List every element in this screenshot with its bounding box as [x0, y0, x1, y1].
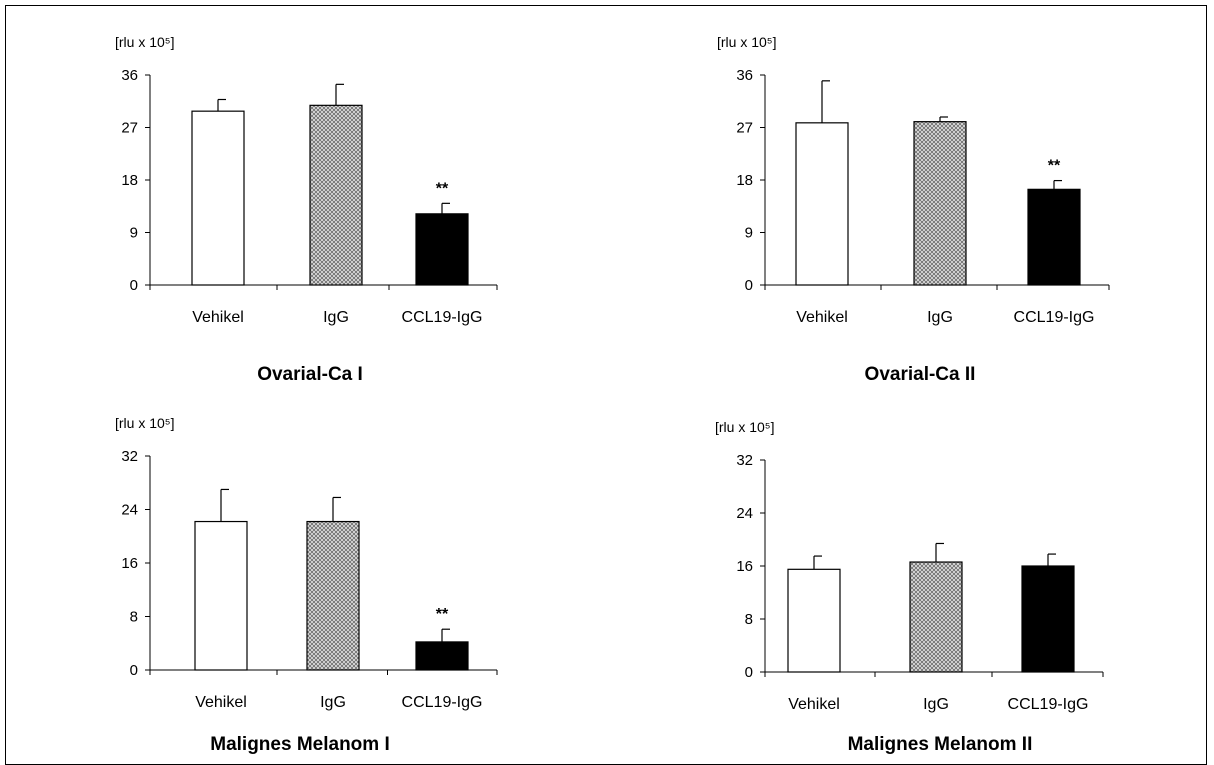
y-tick-label: 27	[736, 120, 753, 137]
bar-vehikel	[787, 568, 841, 673]
x-category-label: Vehikel	[195, 694, 247, 711]
bar-vehikel	[191, 110, 245, 286]
bar-ccl19-igg	[1027, 188, 1081, 286]
y-tick-label: 16	[121, 555, 138, 572]
bar-ccl19-igg	[415, 213, 469, 286]
chart-title: Ovarial-Ca II	[865, 364, 976, 385]
y-unit-label: [rlu x 10⁵]	[717, 34, 777, 50]
x-category-label: IgG	[927, 309, 953, 326]
bar-igg	[913, 121, 967, 286]
chart-panel-4: [rlu x 10⁵] 0 8 16 24 32 Vehikel IgG CCL19-IgG Ma…	[715, 419, 1104, 755]
chart-title: Ovarial-Ca I	[257, 364, 363, 385]
x-category-label: CCL19-IgG	[1014, 309, 1095, 326]
y-unit-label: [rlu x 10⁵]	[115, 415, 175, 431]
y-tick-label: 36	[121, 67, 138, 84]
bar-vehikel	[194, 520, 248, 671]
bar-igg	[306, 520, 360, 671]
y-tick-label: 9	[745, 225, 753, 242]
chart-panel-1: [rlu x 10⁵] 0 9 18 27 36 Vehikel IgG ** CCL19-IgG…	[115, 34, 498, 385]
x-category-label: CCL19-IgG	[402, 694, 483, 711]
chart-panel-2: [rlu x 10⁵] 0 9 18 27 36 Vehikel IgG ** CCL19-IgG…	[717, 34, 1110, 385]
x-category-label: IgG	[923, 696, 949, 713]
bar-ccl19-igg	[415, 641, 469, 671]
y-tick-label: 24	[736, 505, 753, 522]
y-tick-label: 9	[130, 225, 138, 242]
chart-panel-3: [rlu x 10⁵] 0 8 16 24 32 Vehikel IgG ** CCL19-IgG…	[115, 415, 498, 755]
x-category-label: Vehikel	[192, 309, 244, 326]
bar-vehikel	[795, 122, 849, 286]
significance-label: **	[436, 606, 449, 623]
y-tick-label: 24	[121, 502, 138, 519]
y-tick-label: 8	[745, 611, 753, 628]
x-category-label: IgG	[320, 694, 346, 711]
x-category-label: Vehikel	[796, 309, 848, 326]
x-category-label: CCL19-IgG	[1008, 696, 1089, 713]
chart-title: Malignes Melanom I	[210, 734, 389, 755]
bar-igg	[309, 104, 363, 286]
y-tick-label: 32	[121, 448, 138, 465]
y-tick-label: 32	[736, 452, 753, 469]
y-unit-label: [rlu x 10⁵]	[715, 419, 775, 435]
significance-label: **	[436, 180, 449, 197]
y-tick-label: 36	[736, 67, 753, 84]
chart-title: Malignes Melanom II	[848, 734, 1033, 755]
bar-ccl19-igg	[1021, 565, 1075, 673]
y-tick-label: 8	[130, 609, 138, 626]
x-category-label: Vehikel	[788, 696, 840, 713]
significance-label: **	[1048, 158, 1061, 175]
bar-igg	[909, 561, 963, 673]
y-tick-label: 0	[745, 277, 753, 294]
y-tick-label: 0	[130, 277, 138, 294]
x-category-label: IgG	[323, 309, 349, 326]
y-tick-label: 18	[736, 172, 753, 189]
y-tick-label: 27	[121, 120, 138, 137]
y-tick-label: 16	[736, 558, 753, 575]
x-category-label: CCL19-IgG	[402, 309, 483, 326]
y-tick-label: 0	[130, 662, 138, 679]
y-unit-label: [rlu x 10⁵]	[115, 34, 175, 50]
y-tick-label: 0	[745, 664, 753, 681]
y-tick-label: 18	[121, 172, 138, 189]
